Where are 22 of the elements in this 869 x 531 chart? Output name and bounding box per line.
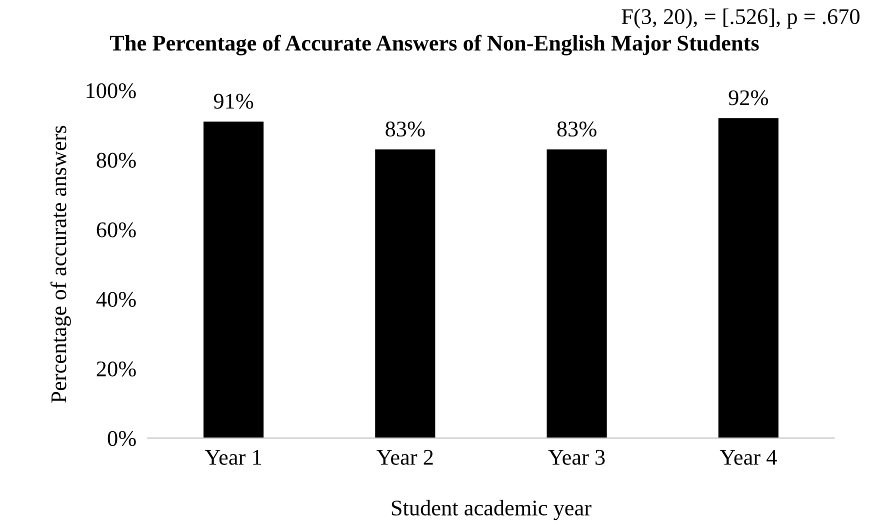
x-tick-label: Year 1	[204, 450, 262, 465]
y-tick-label: 80%	[96, 152, 136, 168]
chart-title: The Percentage of Accurate Answers of Non-English Major Students	[110, 34, 759, 56]
bar	[546, 149, 607, 438]
y-tick-label: 100%	[86, 83, 136, 98]
x-tick-label: Year 2	[376, 450, 433, 465]
data-label: 83%	[386, 122, 425, 137]
x-tick-label: Year 4	[720, 450, 777, 465]
bar	[204, 122, 264, 438]
y-axis-title: Percentage of accurate answers	[50, 126, 71, 403]
x-tick-label: Year 3	[548, 450, 605, 465]
data-label: 91%	[214, 94, 254, 109]
bar	[718, 118, 778, 438]
bar	[375, 149, 436, 438]
y-tick-label: 60%	[96, 222, 136, 238]
data-label: 92%	[728, 90, 768, 106]
text: F(3, 20), = [.526], p = .670	[622, 8, 860, 29]
y-tick-label: 20%	[96, 361, 136, 377]
y-tick-label: 40%	[96, 292, 136, 307]
y-tick-label: 0%	[108, 431, 136, 446]
x-axis-title: Student academic year	[392, 500, 592, 520]
data-label: 83%	[557, 122, 596, 137]
